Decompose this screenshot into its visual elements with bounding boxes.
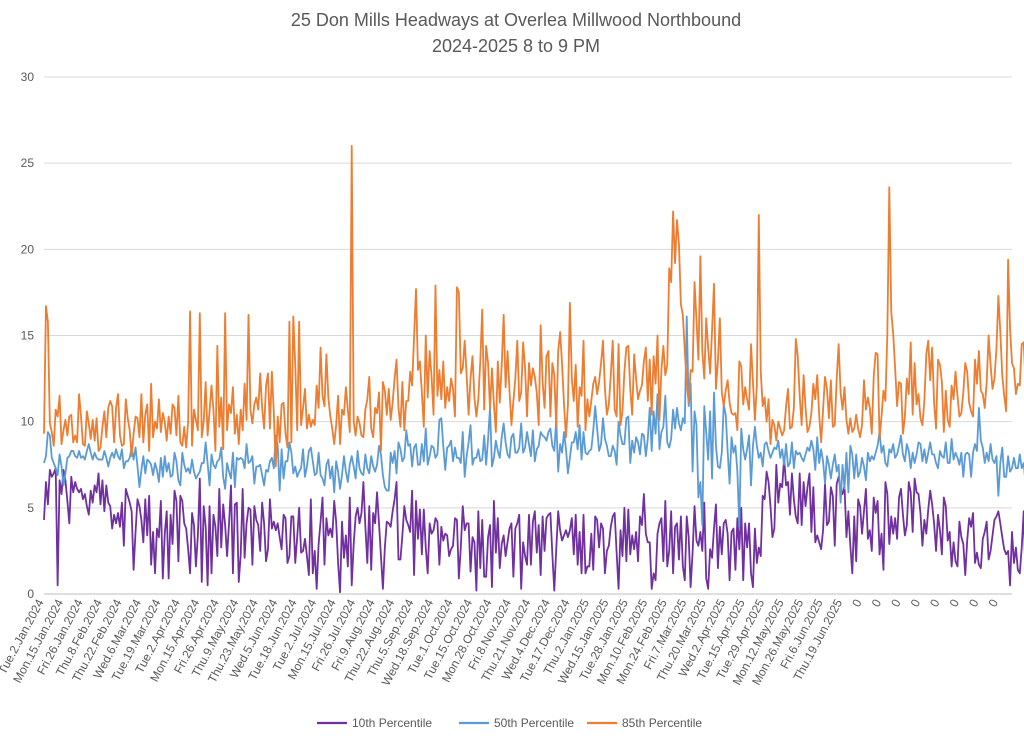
x-axis-tick-labels: Tue.2.Jan.2024Mon.15.Jan.2024Fri.26.Jan.…	[0, 597, 1001, 688]
x-tick-label: 0	[869, 597, 885, 610]
y-tick-label: 5	[27, 501, 34, 515]
legend: 10th Percentile 50th Percentile 85th Perce…	[317, 716, 702, 730]
x-tick-label: 0	[966, 597, 982, 610]
legend-item: 50th Percentile	[459, 716, 574, 730]
legend-item: 10th Percentile	[317, 716, 432, 730]
legend-label: 50th Percentile	[494, 716, 574, 730]
y-tick-label: 10	[21, 415, 35, 429]
chart-title-line-1: 25 Don Mills Headways at Overlea Millwoo…	[291, 10, 741, 30]
x-tick-label: 0	[908, 597, 924, 610]
chart-title-line-2: 2024-2025 8 to 9 PM	[432, 36, 600, 56]
x-tick-label: 0	[888, 597, 904, 610]
y-tick-label: 25	[21, 156, 35, 170]
y-tick-label: 0	[27, 587, 34, 601]
x-tick-label: 0	[986, 597, 1002, 610]
x-tick-label: 0	[927, 597, 943, 610]
series-line-10th-percentile	[43, 456, 1024, 594]
x-tick-label: 0	[849, 597, 865, 610]
gridlines	[44, 76, 1012, 595]
y-axis-tick-labels: 0 5 10 15 20 25 30	[21, 70, 35, 601]
series-line-85th-percentile	[43, 145, 1024, 468]
plot-area	[43, 145, 1024, 594]
y-tick-label: 30	[21, 70, 35, 84]
y-tick-label: 15	[21, 329, 35, 343]
legend-item: 85th Percentile	[587, 716, 702, 730]
legend-label: 10th Percentile	[352, 716, 432, 730]
x-tick-label: 0	[947, 597, 963, 610]
series-line-50th-percentile	[43, 315, 1024, 528]
y-tick-label: 20	[21, 242, 35, 256]
legend-label: 85th Percentile	[622, 716, 702, 730]
